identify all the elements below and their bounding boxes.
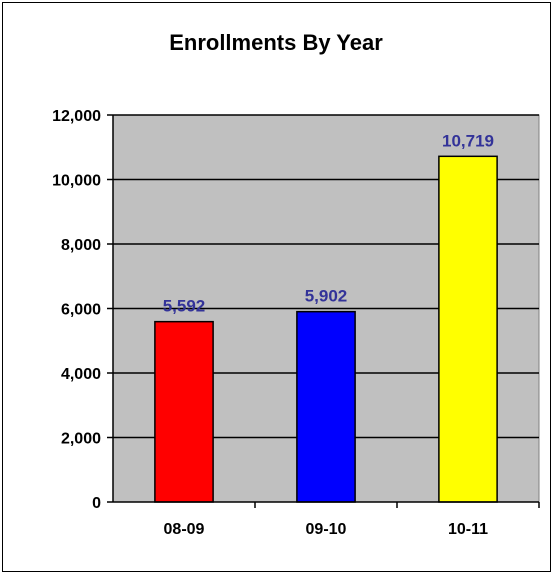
bars xyxy=(154,155,498,503)
bar-09-10 xyxy=(296,310,356,503)
y-tick-label: 10,000 xyxy=(52,173,101,190)
y-tick-label: 4,000 xyxy=(61,366,101,383)
axes xyxy=(107,114,540,508)
x-tick-labels: 08-09 09-10 10-11 xyxy=(164,521,489,538)
data-label: 5,592 xyxy=(163,297,206,316)
y-tick-label: 0 xyxy=(92,495,101,512)
y-tick-labels: 0 2,000 4,000 6,000 8,000 10,000 12,000 xyxy=(52,108,101,512)
x-tick-label: 08-09 xyxy=(164,521,205,538)
y-tick-label: 8,000 xyxy=(61,237,101,254)
y-tick-label: 6,000 xyxy=(61,302,101,319)
bar-10-11 xyxy=(438,155,498,503)
y-tick-label: 12,000 xyxy=(52,108,101,125)
data-label: 10,719 xyxy=(442,131,494,150)
data-label: 5,902 xyxy=(305,287,348,306)
x-tick-label: 09-10 xyxy=(306,521,347,538)
chart-title: Enrollments By Year xyxy=(169,30,383,55)
x-tick-label: 10-11 xyxy=(448,521,488,538)
y-tick-label: 2,000 xyxy=(61,431,101,448)
bar-08-09 xyxy=(154,320,214,503)
data-labels: 5,592 5,902 10,719 xyxy=(163,131,494,315)
